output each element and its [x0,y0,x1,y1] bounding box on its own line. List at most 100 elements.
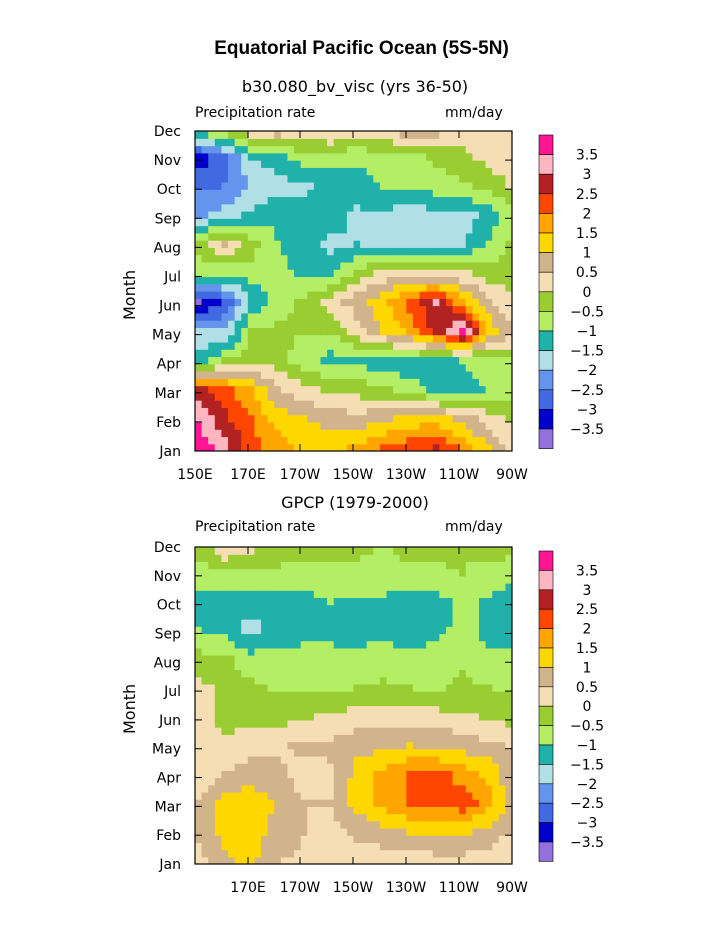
heatmap-cell [452,691,460,699]
heatmap-cell [234,806,242,815]
heatmap-cell [195,561,203,570]
heatmap-cell [214,669,223,678]
heatmap-cell [300,283,308,292]
heatmap-cell [366,218,374,227]
heatmap-cell [267,640,275,649]
heatmap-cell [505,849,512,858]
heatmap-cell [386,240,394,248]
heatmap-cell [399,827,407,836]
heatmap-cell [274,662,282,671]
heatmap-cell [267,719,275,728]
colorbar-swatch [538,589,554,610]
heatmap-cell [472,590,480,599]
heatmap-cell [254,597,262,606]
heatmap-cell [340,181,348,190]
heatmap-cell [247,247,256,256]
heatmap-cell [366,856,374,864]
heatmap-cell [399,597,407,606]
heatmap-cell [327,734,335,743]
heatmap-cell [399,429,407,438]
heatmap-cell [287,705,295,714]
heatmap-cell [498,429,506,438]
heatmap-cell [373,167,381,176]
heatmap-cell [379,712,388,721]
heatmap-cell [439,320,447,328]
heatmap-cell [195,341,203,350]
heatmap-cell [459,181,467,190]
heatmap-cell [280,727,289,735]
colorbar-swatch [538,134,554,155]
heatmap-cell [386,298,394,307]
heatmap-cell [439,341,447,350]
heatmap-cell [247,203,256,212]
heatmap-cell [492,698,500,707]
heatmap-cell [261,683,269,692]
heatmap-cell [228,436,236,445]
heatmap-cell [201,770,209,779]
heatmap-cell [498,705,506,714]
heatmap-cell [320,734,328,743]
heatmap-cell [267,254,275,263]
heatmap-cell [254,203,262,212]
heatmap-cell [426,741,434,750]
heatmap-cell [274,683,282,692]
heatmap-cell [439,719,447,728]
heatmap-cell [327,640,335,649]
heatmap-cell [439,211,447,219]
heatmap-cell [465,734,473,743]
heatmap-cell [280,341,289,350]
heatmap-cell [445,356,454,365]
heatmap-cell [406,392,414,401]
heatmap-cell [287,698,295,707]
heatmap-cell [195,619,203,627]
heatmap-cell [478,597,487,606]
heatmap-cell [472,240,480,248]
heatmap-cell [300,261,308,270]
heatmap-cell [432,312,440,321]
heatmap-cell [353,240,361,248]
heatmap-cell [346,561,355,570]
heatmap-cell [498,349,506,358]
heatmap-cell [360,392,368,401]
heatmap-cell [228,254,236,263]
heatmap-cell [307,561,315,570]
heatmap-cell [294,429,302,438]
heatmap-cell [360,791,368,800]
heatmap-cell [340,705,348,714]
heatmap-cell [426,341,434,350]
heatmap-cell [201,611,209,620]
heatmap-cell [353,371,361,379]
heatmap-cell [201,719,209,728]
heatmap-cell [419,400,427,408]
heatmap-cell [360,276,368,285]
heatmap-cell [478,813,487,822]
heatmap-cell [505,371,512,379]
heatmap-cell [261,633,269,642]
heatmap-cell [313,269,322,278]
heatmap-cell [208,842,216,851]
heatmap-cell [393,662,401,671]
heatmap-cell [373,770,381,779]
heatmap-cell [373,240,381,248]
heatmap-cell [247,597,256,606]
heatmap-cell [379,820,388,829]
heatmap-cell [445,436,454,445]
heatmap-cell [419,225,427,234]
heatmap-cell [300,392,308,401]
heatmap-cell [465,611,473,620]
heatmap-cell [195,298,203,307]
heatmap-cell [274,436,282,445]
heatmap-cell [208,583,216,591]
heatmap-cell [419,371,427,379]
heatmap-cell [234,443,242,451]
heatmap-cell [399,691,407,699]
heatmap-cell [492,181,500,190]
heatmap-cell [478,414,487,423]
heatmap-cell [280,547,289,555]
heatmap-cell [353,583,361,591]
heatmap-cell [254,806,262,815]
heatmap-cell [478,203,487,212]
heatmap-cell [340,597,348,606]
heatmap-cell [379,196,388,205]
heatmap-cell [333,443,341,451]
